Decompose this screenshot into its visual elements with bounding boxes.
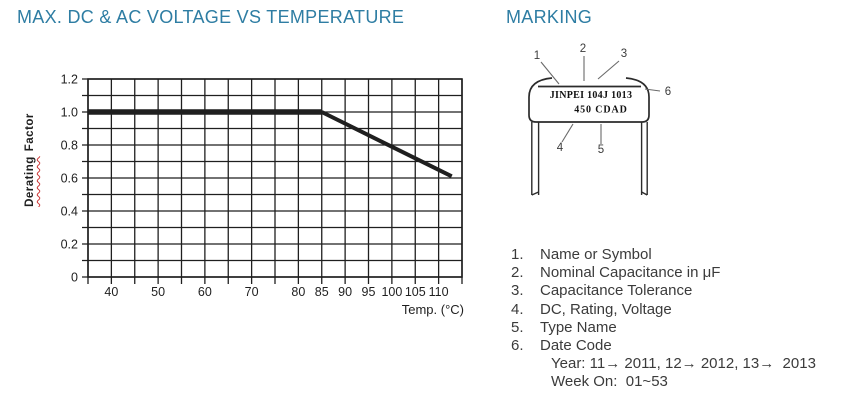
legend-item: 2. Nominal Capacitance in μF [511, 264, 841, 282]
derating-chart: 0 0.2 0.4 0.6 0.8 1.0 1.2 40 50 60 70 80 85 90 95 100 10… [61, 73, 464, 318]
derating-curve-segment [320, 110, 453, 179]
callout-leader-lines [540, 56, 661, 144]
x-tick-label: 80 [291, 285, 305, 299]
callout-label-4: 4 [557, 142, 564, 154]
marking-legend: 1. Name or Symbol 2. Nominal Capacitance in… [511, 246, 841, 392]
legend-item-text: DC, Rating, Voltage [540, 300, 672, 318]
x-tick-label: 40 [104, 285, 118, 299]
legend-item-number: 5. [511, 318, 524, 336]
marking-diagram: 1 2 3 4 5 6 JINPEI 104J 1013 450 CDAD [528, 43, 671, 196]
legend-item: 5. Type Name [511, 319, 841, 337]
leader-4 [561, 123, 574, 143]
y-tick-label: 0.4 [61, 205, 78, 219]
capacitor-body-outline [528, 77, 650, 123]
legend-item-number: 6. [511, 337, 524, 355]
legend-item-text: Capacitance Tolerance [540, 282, 693, 300]
legend-item-text: Nominal Capacitance in μF [540, 264, 721, 282]
x-tick-label: 90 [338, 285, 352, 299]
marking-section-title: MARKING [506, 7, 593, 27]
leader-1 [540, 61, 560, 85]
y-tick-label: 0.2 [61, 238, 78, 252]
legend-item-number: 4. [511, 300, 524, 318]
legend-item-number: 3. [511, 282, 524, 300]
leader-6 [644, 88, 661, 92]
x-tick-label: 105 [405, 285, 426, 299]
legend-item: 1. Name or Symbol [511, 246, 841, 264]
y-tick-label: 1.2 [61, 73, 78, 87]
y-tick-label: 0.8 [61, 139, 78, 153]
legend-item: 4. DC, Rating, Voltage [511, 301, 841, 319]
legend-item: 3. Capacitance Tolerance [511, 282, 841, 300]
legend-item-number: 2. [511, 264, 524, 282]
callout-label-3: 3 [621, 48, 627, 60]
lead-right-cut [641, 191, 648, 196]
x-tick-label: 110 [429, 285, 449, 299]
callout-label-6: 6 [665, 86, 671, 98]
x-tick-label: 85 [315, 285, 329, 299]
capacitor-marking-line-1: JINPEI 104J 1013 [550, 90, 633, 101]
x-tick-label: 50 [151, 285, 165, 299]
leader-3 [597, 60, 620, 80]
x-tick-label: 60 [198, 285, 212, 299]
chart-section-title: MAX. DC & AC VOLTAGE VS TEMPERATURE [17, 7, 405, 27]
x-axis-title: Temp. (°C) [402, 302, 464, 317]
legend-item-text: Type Name [540, 318, 617, 336]
y-tick-label: 1.0 [61, 106, 78, 120]
callout-label-1: 1 [534, 50, 540, 62]
y-tick-label: 0 [71, 271, 78, 285]
date-code-note: Week On: 01~53 [551, 373, 668, 391]
callout-label-2: 2 [580, 43, 586, 55]
date-code-note: Year: 11→ 2011, 12→ 2012, 13→ 2013 [551, 355, 816, 373]
x-tick-label: 95 [362, 285, 376, 299]
callout-label-5: 5 [598, 144, 604, 156]
legend-item: 6. Date Code [511, 337, 841, 355]
x-tick-label: 70 [245, 285, 259, 299]
legend-item-text: Name or Symbol [540, 246, 652, 263]
legend-item-text: Date Code [540, 337, 612, 355]
y-tick-label: 0.6 [61, 172, 78, 186]
x-tick-label: 100 [381, 285, 402, 299]
lead-left-cut [531, 191, 539, 196]
legend-item-number: 1. [511, 246, 524, 263]
capacitor-marking-line-2: 450 CDAD [574, 105, 628, 116]
capacitor-leads [531, 122, 648, 196]
plot-border [87, 78, 463, 278]
